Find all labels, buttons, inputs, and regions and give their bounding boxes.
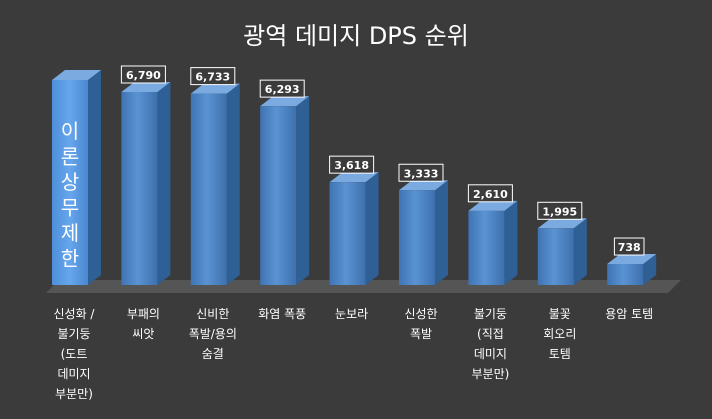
category-label: 부패의 씨앗 <box>127 307 160 341</box>
chart-title: 광역 데미지 DPS 순위 <box>243 22 469 50</box>
bar <box>329 182 366 285</box>
category-label: 불꽃 회오리 토템 <box>543 307 576 361</box>
data-label: 6,293 <box>265 83 300 96</box>
bar <box>52 80 88 285</box>
bar-top <box>607 254 657 265</box>
data-label-box <box>120 65 166 84</box>
data-label: 2,610 <box>473 188 508 201</box>
bar-side <box>296 96 310 285</box>
bar <box>260 106 297 285</box>
bar <box>121 92 158 285</box>
bar <box>607 264 644 285</box>
bar-side <box>435 180 448 285</box>
data-label: 6,790 <box>126 69 161 82</box>
bar <box>468 210 505 285</box>
bar-side <box>643 254 657 285</box>
data-label-box <box>259 79 305 98</box>
data-label: 6,733 <box>195 71 230 84</box>
bar <box>537 228 574 285</box>
data-label-box <box>537 201 583 220</box>
data-label-box <box>398 163 444 182</box>
category-label: 눈보라 <box>335 307 368 321</box>
bar-side <box>88 70 101 285</box>
bar <box>399 190 435 285</box>
bar <box>190 93 227 285</box>
category-label: 화염 폭풍 <box>258 307 306 321</box>
bar-top <box>399 180 448 191</box>
bar-top <box>52 70 101 80</box>
category-label: 신성한 폭발 <box>404 307 437 341</box>
bar-top <box>190 83 240 94</box>
bar-top <box>329 172 379 183</box>
bar-side <box>226 83 240 285</box>
data-label-box <box>329 155 375 174</box>
data-label: 3,618 <box>334 159 369 172</box>
bar-top <box>537 218 587 229</box>
data-label: 3,333 <box>404 167 439 180</box>
data-label-box <box>613 237 645 256</box>
data-label-box <box>190 67 236 86</box>
bar-top <box>260 96 310 107</box>
category-label: 불기둥 (직접 데미지 부분만) <box>471 307 509 381</box>
data-label-box <box>467 184 513 203</box>
bar-top <box>121 82 171 92</box>
bar-side <box>365 172 379 285</box>
category-label: 신비한 폭발/용의 숨결 <box>189 307 237 361</box>
data-label: 1,995 <box>542 205 577 218</box>
bar-side <box>157 82 171 285</box>
category-label: 신성화 / 불기둥 (도트 데미지 부분만) <box>54 307 96 401</box>
bar-top <box>468 200 518 211</box>
bar-side <box>504 200 518 285</box>
category-label: 용암 토템 <box>605 307 653 321</box>
data-label: 738 <box>618 241 641 254</box>
bar-side <box>573 218 587 285</box>
